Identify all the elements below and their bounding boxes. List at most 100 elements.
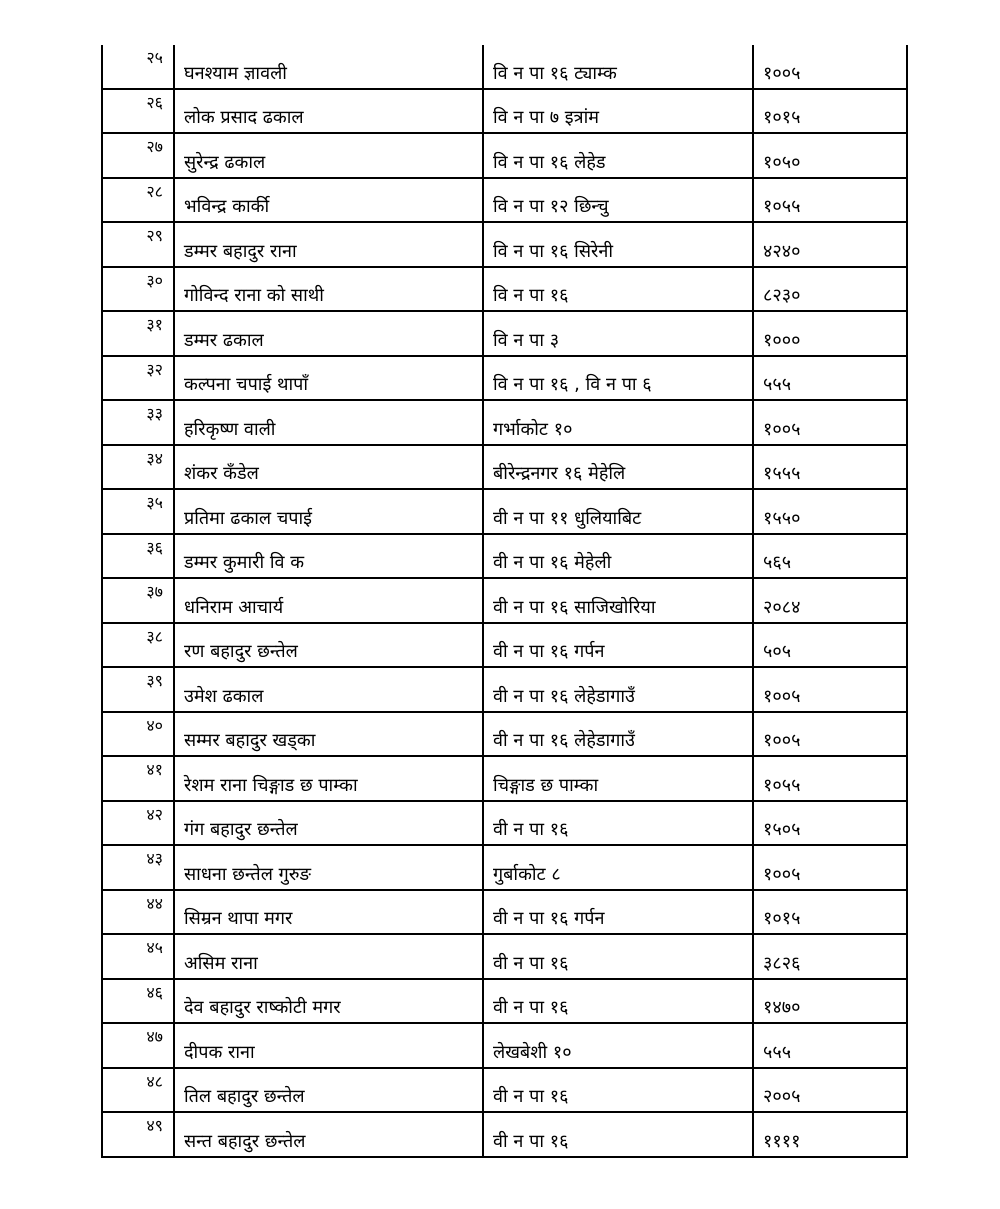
donor-address: वि न पा १६	[493, 285, 569, 306]
serial-number: ४९	[146, 1116, 163, 1135]
name-cell: रेशम राना चिङ्गाड छ पाम्का	[175, 757, 484, 800]
donor-name: धनिराम आचार्य	[184, 596, 284, 618]
donor-address: वी न पा १६ साजिखोरिया	[493, 596, 656, 618]
table-row: २६ लोक प्रसाद ढकाल वि न पा ७ इत्रांम १०१५	[103, 89, 906, 134]
name-cell: गोविन्द राना को साथी	[175, 267, 484, 310]
name-cell: डम्मर बहादुर राना	[175, 223, 484, 266]
amount-cell: २००५	[754, 1069, 906, 1112]
donor-address: वि न पा ७ इत्रांम	[493, 107, 599, 128]
donor-address: चिङ्गाड छ पाम्का	[493, 774, 599, 796]
table-row: ४२ गंग बहादुर छन्तेल वी न पा १६ १५०५	[103, 801, 906, 846]
serial-number: २६	[146, 92, 163, 112]
amount-cell: १०००	[754, 312, 906, 355]
serial-number: २७	[146, 137, 163, 156]
donor-name: सम्मर बहादुर खड्का	[184, 730, 316, 751]
serial-cell: ४८	[103, 1068, 175, 1111]
donor-address: वी न पा १६ मेहेली	[493, 552, 612, 573]
donor-address: वी न पा १६	[493, 952, 569, 974]
donor-address: वी न पा १६	[493, 997, 569, 1018]
serial-number: ३८	[146, 626, 163, 646]
donation-amount: ५५५	[763, 374, 792, 395]
donor-address: वि न पा १६ लेहेड	[493, 151, 606, 173]
table-row: ४८ तिल बहादुर छन्तेल वी न पा १६ २००५	[103, 1068, 906, 1113]
serial-cell: ३३	[103, 401, 175, 444]
table-row: ४७ दीपक राना लेखबेशी १० ५५५	[103, 1024, 906, 1069]
address-cell: वी न पा १६ मेहेली	[484, 534, 754, 577]
table-row: ४५ असिम राना वी न पा १६ ३८२६	[103, 935, 906, 980]
name-cell: सन्त बहादुर छन्तेल	[175, 1113, 484, 1156]
donation-amount: १०१५	[763, 107, 801, 128]
amount-cell: १००५	[754, 713, 906, 756]
address-cell: वी न पा ११ धुलियाबिट	[484, 490, 754, 533]
amount-cell: ३८२६	[754, 935, 906, 978]
amount-cell: ५५५	[754, 357, 906, 400]
address-cell: गर्भाकोट १०	[484, 401, 754, 444]
donor-address: बीरेन्द्रनगर १६ मेहेलि	[493, 463, 626, 484]
donor-name: रेशम राना चिङ्गाड छ पाम्का	[184, 774, 358, 796]
donation-amount: ५५५	[763, 1041, 792, 1063]
donor-name: गंग बहादुर छन्तेल	[184, 819, 298, 840]
name-cell: सम्मर बहादुर खड्का	[175, 712, 484, 755]
table-row: ३४ शंकर कँडेल बीरेन्द्रनगर १६ मेहेलि १५५५	[103, 445, 906, 490]
donor-name: देव बहादुर राष्कोटी मगर	[184, 997, 341, 1018]
donation-amount: २००५	[763, 1086, 801, 1107]
amount-cell: १०५५	[754, 757, 906, 800]
amount-cell: १००५	[754, 401, 906, 444]
donor-address: वी न पा १६	[493, 819, 569, 840]
amount-cell: ५५५	[754, 1024, 906, 1067]
serial-number: ३४	[146, 448, 163, 468]
name-cell: सुरेन्द्र ढकाल	[175, 134, 484, 177]
table-row: ४१ रेशम राना चिङ्गाड छ पाम्का चिङ्गाड छ पा…	[103, 757, 906, 802]
address-cell: वि न पा १६ लेहेड	[484, 134, 754, 177]
table-row: ३५ प्रतिमा ढकाल चपाई वी न पा ११ धुलियाबिट १…	[103, 490, 906, 535]
donor-address: वी न पा १६ गर्पन	[493, 908, 605, 929]
serial-number: ४६	[146, 982, 163, 1002]
amount-cell: ११११	[754, 1113, 906, 1156]
donation-amount: १०५५	[763, 774, 801, 796]
donation-amount: १००५	[763, 418, 801, 440]
donor-address: वि न पा ३	[493, 329, 560, 351]
serial-cell: २६	[103, 89, 175, 132]
amount-cell: १००५	[754, 668, 906, 711]
table-row: ४६ देव बहादुर राष्कोटी मगर वी न पा १६ १४७०	[103, 979, 906, 1024]
name-cell: भविन्द्र कार्की	[175, 178, 484, 221]
name-cell: सिम्रन थापा मगर	[175, 890, 484, 933]
name-cell: साधना छन्तेल गुरुङ	[175, 846, 484, 889]
donor-name: कल्पना चपाई थापाँ	[184, 374, 309, 395]
serial-number: ३७	[146, 582, 163, 601]
table-row: ३३ हरिकृष्ण वाली गर्भाकोट १० १००५	[103, 401, 906, 446]
serial-cell: ४५	[103, 935, 175, 978]
amount-cell: १५५०	[754, 490, 906, 533]
address-cell: लेखबेशी १०	[484, 1024, 754, 1067]
serial-cell: ४१	[103, 757, 175, 800]
serial-cell: २९	[103, 223, 175, 266]
donation-amount: १५५०	[763, 507, 801, 529]
donation-amount: १०५०	[763, 151, 801, 173]
serial-cell: २७	[103, 134, 175, 177]
serial-number: २५	[146, 48, 163, 67]
table-row: ३६ डम्मर कुमारी वि क वी न पा १६ मेहेली ५६५	[103, 534, 906, 579]
serial-number: ४३	[146, 849, 163, 868]
donation-amount: ३८२६	[763, 952, 801, 974]
donor-address: वी न पा १६ गर्पन	[493, 641, 605, 662]
serial-number: ३६	[146, 537, 163, 557]
address-cell: गुर्बाकोट ८	[484, 846, 754, 889]
address-cell: बीरेन्द्रनगर १६ मेहेलि	[484, 445, 754, 488]
name-cell: प्रतिमा ढकाल चपाई	[175, 490, 484, 533]
donor-name: साधना छन्तेल गुरुङ	[184, 863, 311, 885]
serial-number: ३०	[146, 270, 163, 290]
amount-cell: १४७०	[754, 980, 906, 1023]
serial-number: ४०	[146, 715, 163, 735]
serial-number: ४१	[146, 760, 163, 779]
serial-number: ३९	[146, 671, 163, 690]
amount-cell: ८२३०	[754, 268, 906, 311]
amount-cell: १००५	[754, 45, 906, 88]
amount-cell: १०५०	[754, 134, 906, 177]
address-cell: वी न पा १६	[484, 1068, 754, 1111]
address-cell: वी न पा १६	[484, 801, 754, 844]
address-cell: वी न पा १६ गर्पन	[484, 890, 754, 933]
donation-amount: १००५	[763, 62, 801, 84]
table-row: ४३ साधना छन्तेल गुरुङ गुर्बाकोट ८ १००५	[103, 846, 906, 891]
address-cell: वि न पा १६ ट्याम्क	[484, 45, 754, 88]
donation-amount: १००५	[763, 863, 801, 885]
